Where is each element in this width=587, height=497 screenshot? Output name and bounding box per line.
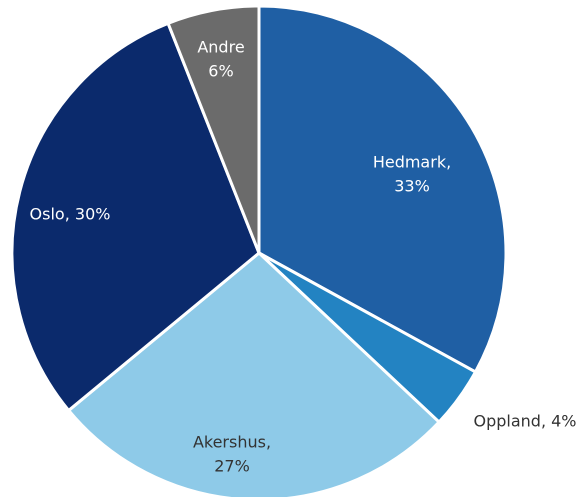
data-label: Oppland, 4%	[473, 412, 576, 431]
data-label: Andre	[197, 38, 244, 57]
pie-slice	[10, 21, 261, 412]
data-label: 27%	[214, 457, 250, 476]
data-label: 33%	[394, 177, 430, 196]
data-label: Hedmark,	[373, 153, 451, 172]
pie-slice	[67, 251, 441, 497]
data-label: 6%	[208, 62, 233, 81]
data-label: Oslo, 30%	[30, 205, 111, 224]
pie-slice	[166, 4, 261, 255]
pie-slice	[257, 4, 508, 374]
data-label: Akershus,	[193, 433, 271, 452]
